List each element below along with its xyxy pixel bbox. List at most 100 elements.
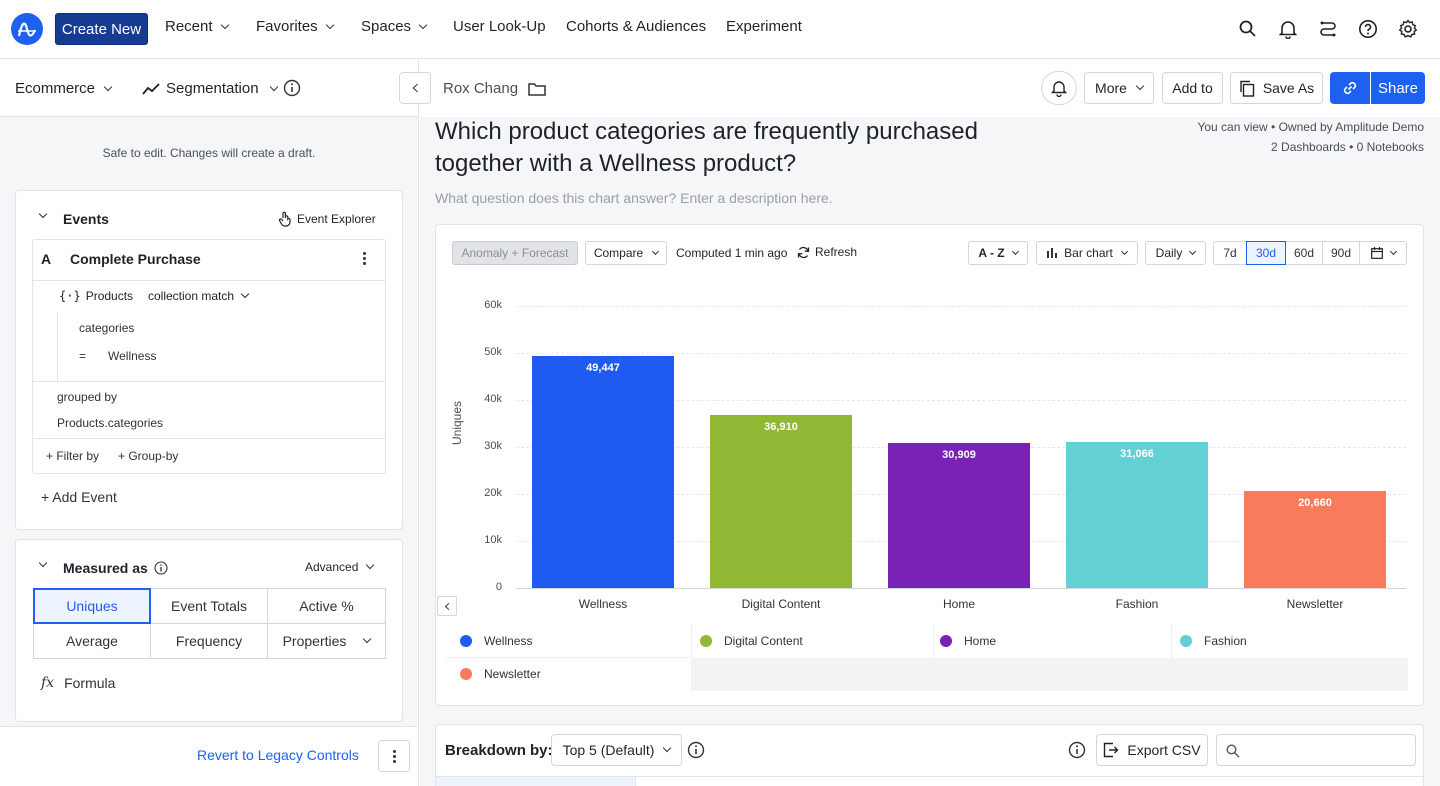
more-label: More [1095,80,1127,96]
nav-favorites[interactable]: Favorites [256,18,334,35]
advanced-label: Advanced [305,560,359,574]
search-icon[interactable] [1239,20,1257,38]
bar-value-label: 20,660 [1298,496,1332,509]
info-icon[interactable] [1068,741,1086,759]
nav-cohorts[interactable]: Cohorts & Audiences [566,18,706,35]
formula-button[interactable]: fx Formula [41,675,115,691]
property-filter[interactable]: {·} Products [59,289,133,303]
info-icon[interactable] [687,741,705,759]
chevron-down-icon [240,289,250,299]
footer-more-button[interactable] [378,740,410,772]
chart-type-label: Segmentation [166,80,259,97]
create-new-button[interactable]: Create New [55,13,148,45]
chevron-down-icon [363,634,372,644]
bar-fashion[interactable]: 31,066 [1066,441,1208,588]
breakdown-search-input[interactable] [1216,734,1416,766]
custom-date-button[interactable] [1359,241,1407,265]
range-30d[interactable]: 30d [1246,241,1286,265]
filter-by-button[interactable]: + Filter by [46,449,100,463]
property-name: Products [85,289,134,303]
metric-uniques[interactable]: Uniques [33,588,151,624]
bar-wellness[interactable]: 49,447 [532,355,674,588]
chart-card: Anomaly + Forecast Compare Computed 1 mi… [435,224,1424,706]
metric-average[interactable]: Average [33,623,151,659]
save-as-label: Save As [1262,80,1315,96]
nav-favorites-label: Favorites [256,18,318,35]
bell-icon[interactable] [1279,19,1297,39]
chart-type-selector[interactable]: Segmentation [142,80,278,97]
legend-item-home[interactable]: Home [940,634,996,648]
save-as-button[interactable]: Save As [1230,72,1323,104]
owner-breadcrumb[interactable]: Rox Chang [443,80,546,97]
table-header-strip [436,776,1424,786]
property-value[interactable]: Wellness [108,349,157,363]
event-name[interactable]: Complete Purchase [70,251,201,267]
gridline [516,400,1406,401]
property-operator[interactable]: collection match [148,289,250,303]
legend-label: Digital Content [724,634,803,648]
info-icon[interactable] [283,79,301,97]
help-icon[interactable] [1358,19,1378,39]
metric-active-percent[interactable]: Active % [267,588,386,624]
interval-dropdown[interactable]: Daily [1145,241,1206,265]
workflow-icon[interactable] [1319,19,1337,39]
legend-item-newsletter[interactable]: Newsletter [460,667,541,681]
chart-title[interactable]: Which product categories are frequently … [435,118,978,177]
legend-item-fashion[interactable]: Fashion [1180,634,1247,648]
collapse-chevron-icon[interactable] [38,558,48,568]
range-90d[interactable]: 90d [1322,241,1360,265]
group-by-button[interactable]: + Group-by [118,449,179,463]
collapse-chevron-icon[interactable] [38,209,48,219]
bar-newsletter[interactable]: 20,660 [1244,490,1386,588]
nav-experiment[interactable]: Experiment [726,18,802,35]
bar-value-label: 36,910 [764,420,798,433]
event-explorer-button[interactable]: Event Explorer [278,211,376,227]
gear-icon[interactable] [1398,19,1418,39]
chart-type-dropdown[interactable]: Bar chart [1036,241,1138,265]
property-key[interactable]: categories [79,321,135,335]
scroll-left-button[interactable] [437,596,457,616]
metric-properties[interactable]: Properties [267,623,386,659]
refresh-button[interactable]: Refresh [797,245,857,259]
compare-dropdown[interactable]: Compare [585,241,667,265]
events-card: Events Event Explorer A Complete Purchas… [15,190,403,530]
nav-recent[interactable]: Recent [165,18,229,35]
dashboard-counts[interactable]: 2 Dashboards • 0 Notebooks [1271,140,1424,154]
info-icon[interactable] [154,561,168,575]
anomaly-forecast-button[interactable]: Anomaly + Forecast [452,241,578,265]
amplitude-logo-icon[interactable] [11,13,43,45]
export-csv-button[interactable]: Export CSV [1096,734,1208,766]
more-dropdown[interactable]: More [1084,72,1154,104]
range-60d[interactable]: 60d [1285,241,1323,265]
metric-event-totals[interactable]: Event Totals [150,588,268,624]
copy-link-button[interactable] [1330,72,1370,104]
revert-legacy-link[interactable]: Revert to Legacy Controls [197,747,359,763]
legend-item-wellness[interactable]: Wellness [460,634,532,648]
legend-item-digital-content[interactable]: Digital Content [700,634,803,648]
chart-description-input[interactable]: What question does this chart answer? En… [435,190,833,206]
project-selector[interactable]: Ecommerce [15,80,113,97]
table-header-selected [436,777,636,786]
more-dots-icon [392,749,396,753]
nav-user-lookup-label: User Look-Up [453,18,546,35]
chart-workspace: Rox Chang More Add to Save As Share Whic… [399,59,1440,786]
project-selector-label: Ecommerce [15,80,96,97]
metric-frequency[interactable]: Frequency [150,623,268,659]
event-more-icon[interactable] [363,252,366,265]
collapse-panel-button[interactable] [399,72,431,104]
bar-digital-content[interactable]: 36,910 [710,414,852,588]
advanced-dropdown[interactable]: Advanced [305,560,375,574]
chevron-down-icon [1189,247,1197,255]
filter-tree-line [57,312,58,382]
subscribe-alert-button[interactable] [1041,71,1077,105]
range-7d[interactable]: 7d [1213,241,1247,265]
sort-dropdown[interactable]: A - Z [968,241,1028,265]
bar-home[interactable]: 30,909 [888,442,1030,588]
add-event-button[interactable]: + Add Event [41,489,117,505]
breakdown-dropdown[interactable]: Top 5 (Default) [551,734,682,766]
nav-spaces[interactable]: Spaces [361,18,428,35]
share-button[interactable]: Share [1371,72,1425,104]
nav-user-lookup[interactable]: User Look-Up [453,18,546,35]
group-by-value[interactable]: Products.categories [57,416,164,430]
add-to-button[interactable]: Add to [1162,72,1223,104]
